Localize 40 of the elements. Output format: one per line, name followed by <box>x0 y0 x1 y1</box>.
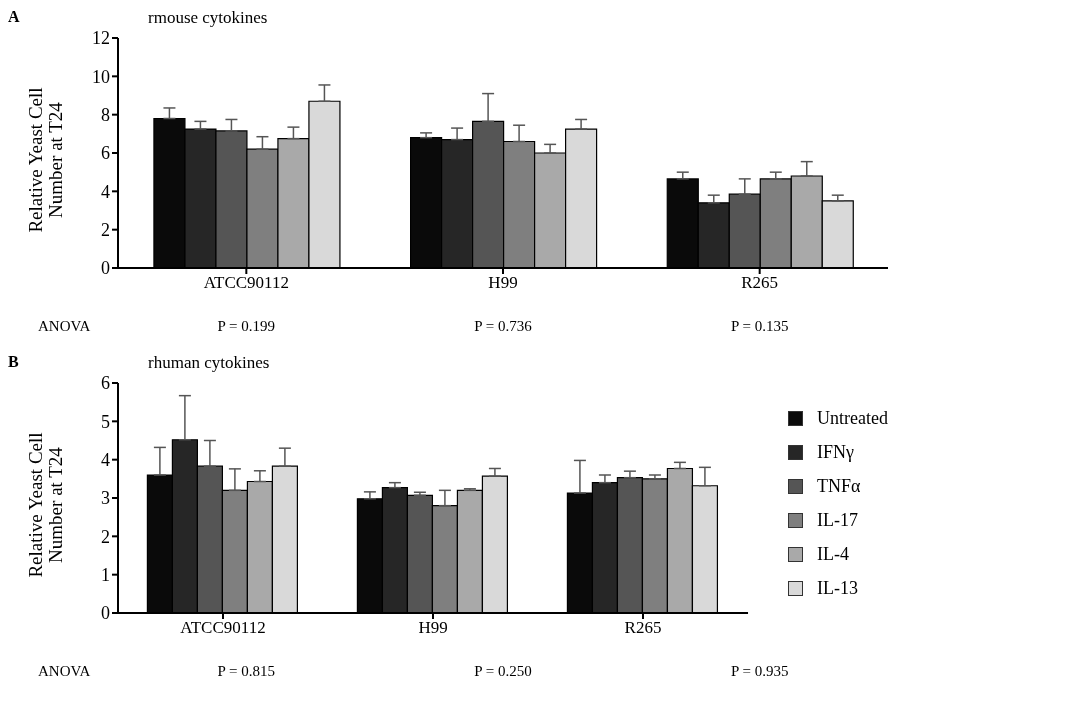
x-tick-label: ATCC90112 <box>203 273 289 293</box>
y-tick-label: 6 <box>101 143 110 164</box>
chart-title: rmouse cytokines <box>148 8 268 28</box>
y-axis-title: Relative Yeast Cell Number at T24 <box>25 431 67 580</box>
text: A <box>8 8 20 26</box>
y-tick-label: 2 <box>101 526 110 547</box>
text: P = 0.935 <box>729 663 790 680</box>
y-tick-label: 8 <box>101 105 110 126</box>
y-axis-title: Relative Yeast Cell Number at T24 <box>25 86 67 235</box>
legend-label: Untreated <box>817 407 888 429</box>
y-tick-label: 1 <box>101 565 110 586</box>
y-tick-label: 10 <box>92 66 110 87</box>
text: B <box>8 353 19 371</box>
text: P = 0.135 <box>729 318 790 335</box>
text: ANOVA <box>38 318 91 335</box>
x-tick-label: R265 <box>741 273 779 293</box>
legend-label: IL-4 <box>817 543 850 565</box>
chart-title: rhuman cytokines <box>148 353 270 373</box>
x-tick-label: H99 <box>418 618 448 638</box>
y-tick-label: 12 <box>92 28 110 49</box>
legend-label: IFNγ <box>817 441 854 463</box>
y-tick-label: 2 <box>101 220 110 241</box>
text: P = 0.250 <box>473 663 533 680</box>
y-tick-label: 4 <box>101 450 110 471</box>
text: P = 0.199 <box>216 318 277 335</box>
y-tick-label: 6 <box>101 373 110 394</box>
x-tick-label: R265 <box>624 618 662 638</box>
x-tick-label: H99 <box>488 273 518 293</box>
text: ANOVA <box>38 663 91 680</box>
y-tick-label: 4 <box>101 181 110 202</box>
y-tick-label: 0 <box>101 603 110 624</box>
legend-label: TNFα <box>817 475 861 497</box>
legend-label: IL-13 <box>817 577 859 599</box>
text: P = 0.815 <box>216 663 277 680</box>
y-tick-label: 5 <box>101 411 110 432</box>
legend-label: IL-17 <box>817 509 859 531</box>
y-tick-label: 0 <box>101 258 110 279</box>
x-tick-label: ATCC90112 <box>180 618 266 638</box>
y-tick-label: 3 <box>101 488 110 509</box>
text: P = 0.736 <box>473 318 533 335</box>
